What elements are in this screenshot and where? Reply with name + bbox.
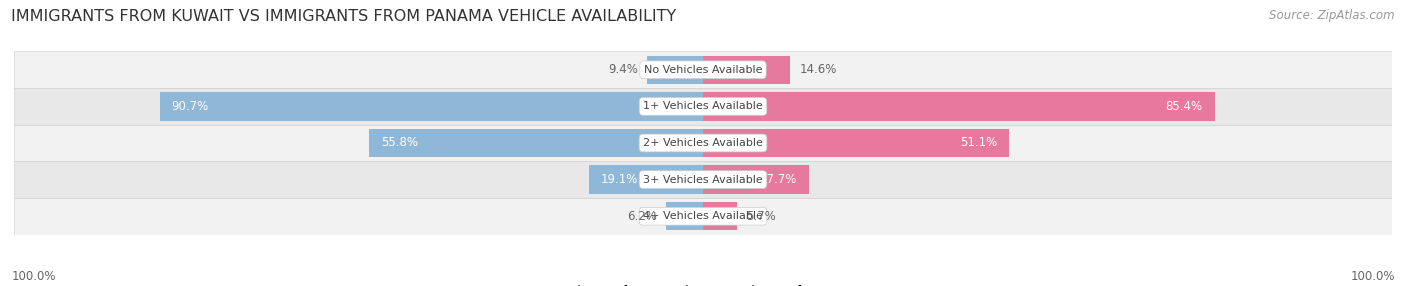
Text: 4+ Vehicles Available: 4+ Vehicles Available [643,211,763,221]
Bar [14,125,1392,161]
Text: 100.0%: 100.0% [1350,270,1395,283]
Bar [14,51,1392,88]
Bar [647,55,703,84]
Text: 51.1%: 51.1% [960,136,997,150]
Text: 19.1%: 19.1% [600,173,638,186]
Bar [703,165,808,194]
Text: 85.4%: 85.4% [1166,100,1202,113]
Bar [14,161,1392,198]
Text: No Vehicles Available: No Vehicles Available [644,65,762,75]
Text: Source: ZipAtlas.com: Source: ZipAtlas.com [1270,9,1395,21]
Text: 1+ Vehicles Available: 1+ Vehicles Available [643,102,763,111]
Text: 5.7%: 5.7% [747,210,776,223]
Bar [589,165,703,194]
Bar [703,129,1010,157]
Text: 55.8%: 55.8% [381,136,418,150]
Text: 6.2%: 6.2% [627,210,657,223]
Text: 100.0%: 100.0% [11,270,56,283]
Legend: Immigrants from Kuwait, Immigrants from Panama: Immigrants from Kuwait, Immigrants from … [531,285,875,286]
Bar [160,92,703,121]
Bar [703,55,790,84]
Bar [666,202,703,231]
Text: 9.4%: 9.4% [607,63,638,76]
Text: 17.7%: 17.7% [759,173,797,186]
Text: IMMIGRANTS FROM KUWAIT VS IMMIGRANTS FROM PANAMA VEHICLE AVAILABILITY: IMMIGRANTS FROM KUWAIT VS IMMIGRANTS FRO… [11,9,676,23]
Bar [368,129,703,157]
Text: 14.6%: 14.6% [800,63,837,76]
Bar [14,88,1392,125]
Bar [703,202,737,231]
Text: 2+ Vehicles Available: 2+ Vehicles Available [643,138,763,148]
Text: 3+ Vehicles Available: 3+ Vehicles Available [643,175,763,184]
Text: 90.7%: 90.7% [172,100,209,113]
Bar [14,198,1392,235]
Bar [703,92,1215,121]
